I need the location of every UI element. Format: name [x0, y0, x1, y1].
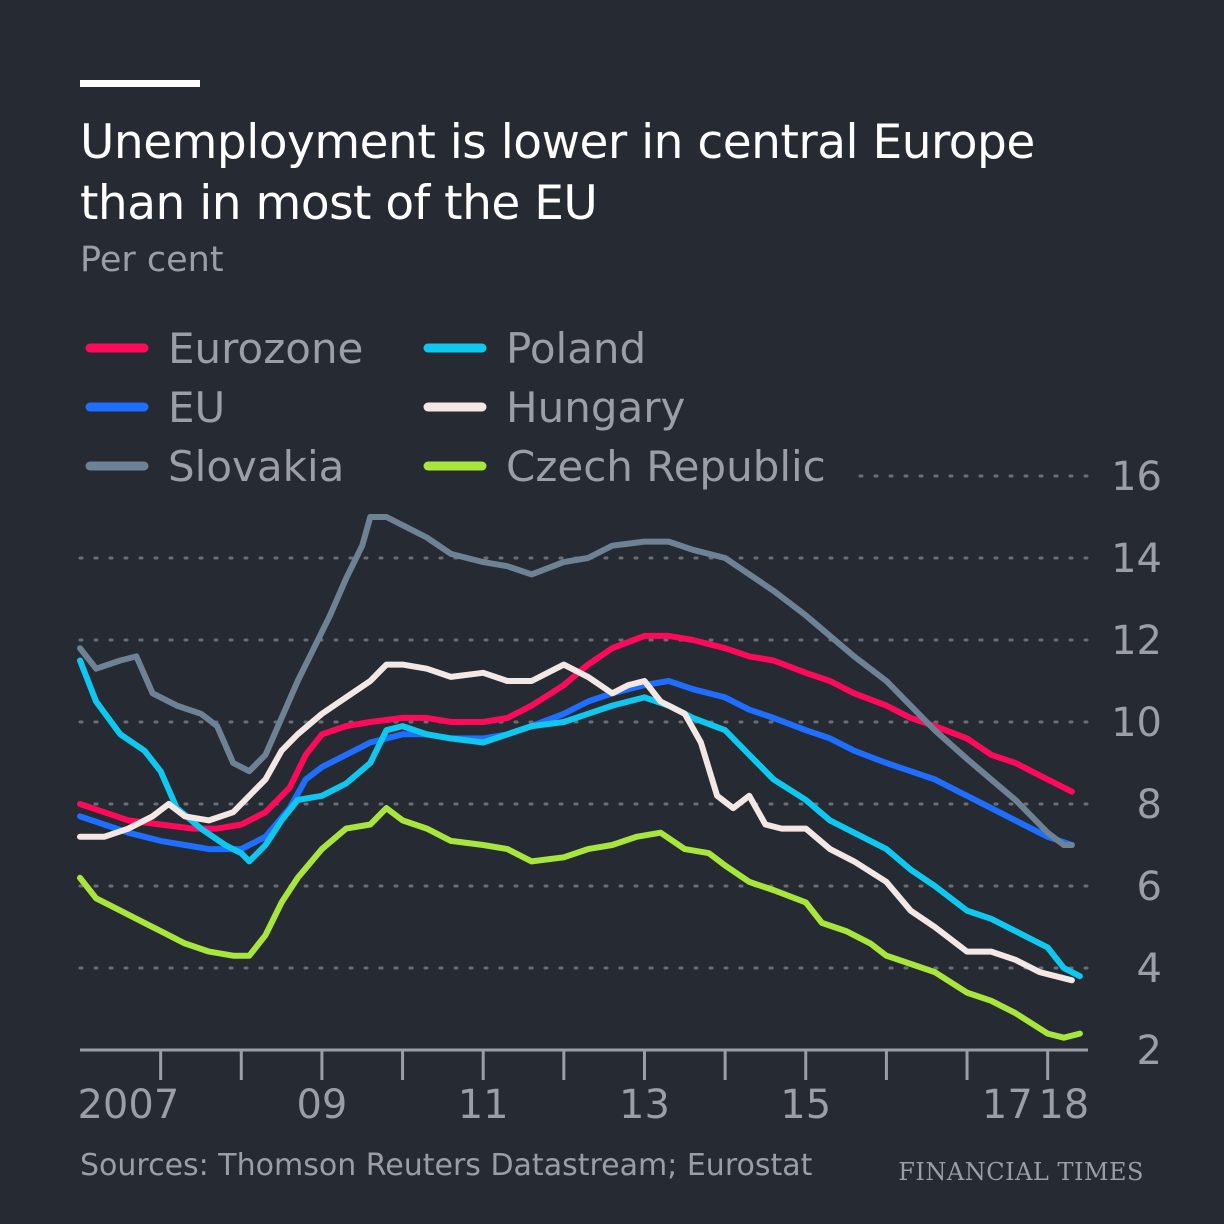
legend-label-czech-republic: Czech Republic — [506, 442, 826, 491]
source-note: Sources: Thomson Reuters Datastream; Eur… — [80, 1148, 813, 1183]
x-axis: 2007 09 11 13 15 17 18 — [77, 1048, 1089, 1128]
y-tick-label: 8 — [1137, 782, 1162, 828]
legend-label-slovakia: Slovakia — [168, 442, 344, 491]
y-tick-label: 2 — [1137, 1028, 1162, 1074]
x-tick-label: 17 — [982, 1082, 1033, 1128]
y-tick-label: 16 — [1111, 454, 1162, 500]
chart-title: Unemployment is lower in central Europe … — [80, 115, 1035, 231]
x-tick-label: 11 — [458, 1082, 509, 1128]
legend-label-poland: Poland — [506, 324, 646, 373]
x-tick-label: 2007 — [77, 1082, 179, 1128]
series-line-czech-republic — [77, 805, 1083, 1041]
y-tick-label: 12 — [1111, 618, 1162, 664]
legend-label-hungary: Hungary — [506, 383, 685, 432]
grid — [78, 474, 1090, 970]
series-line-eu — [77, 678, 1075, 853]
series-line-slovakia — [77, 514, 1075, 848]
y-tick-label: 6 — [1137, 864, 1162, 910]
series-lines — [77, 514, 1083, 1041]
legend-label-eurozone: Eurozone — [168, 324, 363, 373]
legend: Eurozone EU Slovakia Poland Hungary Czech Rep… — [85, 324, 826, 491]
brand-logo: FINANCIAL TIMES — [898, 1158, 1144, 1186]
legend-label-eu: EU — [168, 383, 225, 432]
x-tick-label: 18 — [1038, 1082, 1089, 1128]
x-tick-label: 15 — [780, 1082, 831, 1128]
y-tick-label: 14 — [1111, 536, 1162, 582]
y-axis: 2 4 6 8 10 12 14 16 — [1111, 454, 1162, 1074]
chart-subtitle: Per cent — [80, 240, 224, 280]
title-rule — [80, 80, 200, 87]
x-tick-label: 13 — [619, 1082, 670, 1128]
series-line-poland — [77, 657, 1083, 980]
y-tick-label: 10 — [1111, 700, 1162, 746]
y-tick-label: 4 — [1137, 946, 1162, 992]
series-line-hungary — [77, 661, 1075, 984]
series-line-eurozone — [77, 632, 1075, 832]
x-tick-label: 09 — [296, 1082, 347, 1128]
